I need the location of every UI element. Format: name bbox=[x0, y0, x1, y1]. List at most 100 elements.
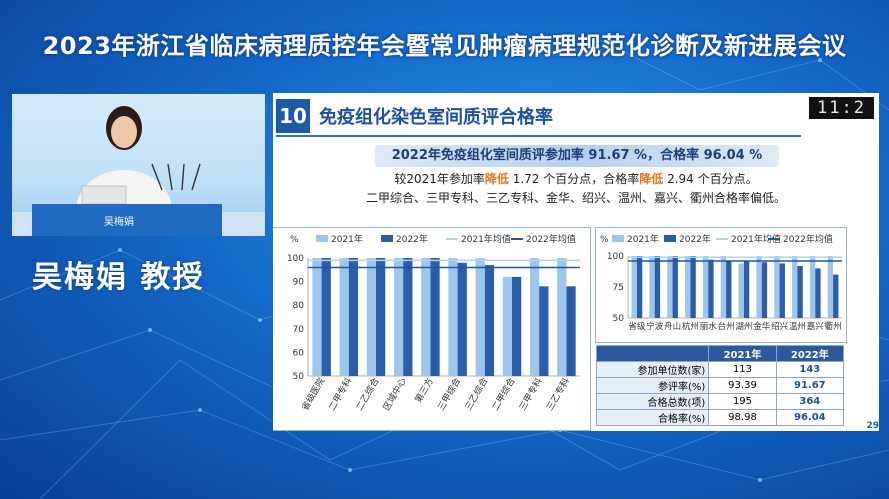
bar bbox=[667, 256, 673, 318]
table-cell-2022: 96.04 bbox=[775, 409, 845, 426]
bar bbox=[797, 265, 803, 318]
bar bbox=[690, 256, 696, 318]
y-tick-label: 50 bbox=[613, 314, 625, 324]
podium-label: 吴梅娟 bbox=[104, 217, 134, 228]
bar bbox=[631, 256, 637, 318]
x-tick-label: 嘉兴 bbox=[807, 321, 825, 332]
comparison-text: 较2021年参加率降低 1.72 个百分点，合格率降低 2.94 个百分点。 bbox=[273, 170, 879, 187]
y-tick-label: 90 bbox=[293, 278, 305, 288]
comparison-part2: 1.72 个百分点，合格率 bbox=[508, 172, 640, 186]
bar bbox=[321, 258, 331, 376]
y-tick-label: 50 bbox=[293, 372, 305, 382]
x-tick-label: 三甲专科 bbox=[516, 376, 544, 413]
table-cell-2021: 98.98 bbox=[708, 409, 777, 426]
unit-label: % bbox=[290, 235, 299, 245]
bar bbox=[774, 256, 780, 318]
y-tick-label: 100 bbox=[287, 254, 304, 264]
table-cell-2022: 143 bbox=[775, 361, 845, 378]
table-header-cell: 2021年 bbox=[708, 345, 777, 362]
legend-label: 2021年 bbox=[627, 233, 659, 245]
bar bbox=[809, 256, 816, 318]
region-chart-panel: % 2021年 2022年 2021年均值 2022年均值 50 75 100 省级 宁波 舟山 杭州… bbox=[595, 227, 847, 343]
x-tick-label: 温州 bbox=[789, 321, 806, 332]
y-tick-label: 75 bbox=[613, 283, 624, 293]
bar bbox=[654, 256, 661, 318]
table-row: 参加单位数(家) 113 143 bbox=[595, 361, 845, 378]
comparison-part1: 较2021年参加率 bbox=[394, 172, 485, 186]
table-header-cell bbox=[595, 345, 710, 362]
x-tick-label: 绍兴 bbox=[771, 321, 789, 332]
legend-label: 2022年均值 bbox=[783, 233, 833, 245]
y-tick-label: 60 bbox=[293, 348, 305, 358]
x-tick-label: 舟山 bbox=[664, 321, 681, 332]
x-tick-label: 三甲综合 bbox=[435, 376, 463, 413]
bar bbox=[457, 262, 467, 376]
bar bbox=[636, 256, 643, 318]
presentation-slide: 10 免疫组化染色室间质评合格率 11:2 2022年免疫组化室间质评参加率 9… bbox=[273, 93, 879, 431]
bar bbox=[743, 260, 750, 318]
bar bbox=[393, 258, 404, 376]
x-tick-label: 金华 bbox=[753, 321, 771, 332]
bar bbox=[339, 258, 349, 376]
speaker-name: 吴梅娟 教授 bbox=[32, 260, 205, 295]
table-cell-2022: 364 bbox=[775, 393, 845, 410]
x-tick-label: 二甲专科 bbox=[326, 376, 354, 413]
bar bbox=[827, 256, 834, 318]
legend-swatch bbox=[612, 235, 624, 242]
table-header-cell: 2022年 bbox=[775, 345, 845, 362]
unit-label: % bbox=[600, 235, 609, 245]
bar bbox=[708, 259, 714, 318]
bar bbox=[430, 258, 440, 376]
bar bbox=[557, 258, 567, 376]
bar bbox=[726, 260, 732, 318]
legend-label: 2022年 bbox=[396, 233, 428, 245]
table-row-label: 参评率(%) bbox=[595, 377, 710, 394]
x-tick-label: 衢州 bbox=[825, 321, 842, 332]
table-row: 参评率(%) 93.39 91.67 bbox=[595, 377, 845, 394]
headline-band: 2022年免疫组化室间质评参加率 91.67 %，合格率 96.04 % bbox=[375, 145, 779, 167]
bar bbox=[779, 263, 785, 318]
x-tick-label: 湖州 bbox=[735, 322, 752, 332]
x-tick-label: 台州 bbox=[718, 321, 735, 332]
table-header-row: 2021年 2022年 bbox=[595, 345, 845, 362]
x-tick-label: 省级 bbox=[628, 321, 646, 332]
speaker-figure bbox=[12, 106, 265, 236]
legend-label: 2021年 bbox=[331, 233, 363, 245]
table-cell-2021: 93.39 bbox=[708, 377, 777, 394]
bar bbox=[720, 256, 727, 318]
legend-swatch bbox=[316, 235, 328, 242]
x-tick-label: 丽水 bbox=[700, 321, 718, 332]
table-cell-2021: 195 bbox=[708, 393, 777, 410]
bar bbox=[672, 256, 678, 318]
category-chart-panel: % 2021年 2022年 2021年均值 2022年均值 50 60 70 80 90 100 省级… bbox=[273, 227, 591, 431]
comparison-emph1: 降低 bbox=[484, 172, 509, 186]
y-tick-label: 70 bbox=[293, 325, 305, 335]
page-number: 29 bbox=[866, 421, 879, 431]
slide-title: 免疫组化染色室间质评合格率 bbox=[319, 107, 553, 128]
bar bbox=[649, 256, 655, 318]
table-cell-2022: 91.67 bbox=[775, 377, 845, 394]
bar bbox=[484, 265, 495, 376]
y-tick-label: 100 bbox=[607, 252, 624, 262]
legend-label: 2021年均值 bbox=[461, 233, 511, 245]
bar bbox=[539, 286, 549, 376]
bar bbox=[761, 262, 768, 318]
category-bar-chart: % 2021年 2022年 2021年均值 2022年均值5060708090100省级… bbox=[287, 233, 580, 413]
title-underline bbox=[276, 135, 801, 137]
bar bbox=[403, 258, 413, 376]
bar bbox=[366, 258, 376, 376]
x-tick-label: 三乙专科 bbox=[544, 376, 572, 413]
table-row-label: 参加单位数(家) bbox=[595, 361, 710, 378]
bar bbox=[738, 263, 744, 318]
table-row: 合格总数(项) 195 364 bbox=[595, 393, 845, 410]
y-tick-label: 80 bbox=[293, 301, 305, 311]
bar bbox=[348, 258, 359, 376]
x-tick-label: 宁波 bbox=[646, 321, 664, 332]
x-tick-label: 第三方 bbox=[412, 376, 436, 405]
legend-label: 2021年均值 bbox=[731, 233, 781, 245]
conference-banner-title: 2023年浙江省临床病理质控年会暨常见肿瘤病理规范化诊断及新进展会议 bbox=[42, 32, 847, 60]
speaker-video: 吴梅娟 bbox=[12, 94, 265, 236]
bar bbox=[756, 256, 762, 318]
bar bbox=[792, 256, 798, 318]
bar bbox=[833, 274, 839, 318]
